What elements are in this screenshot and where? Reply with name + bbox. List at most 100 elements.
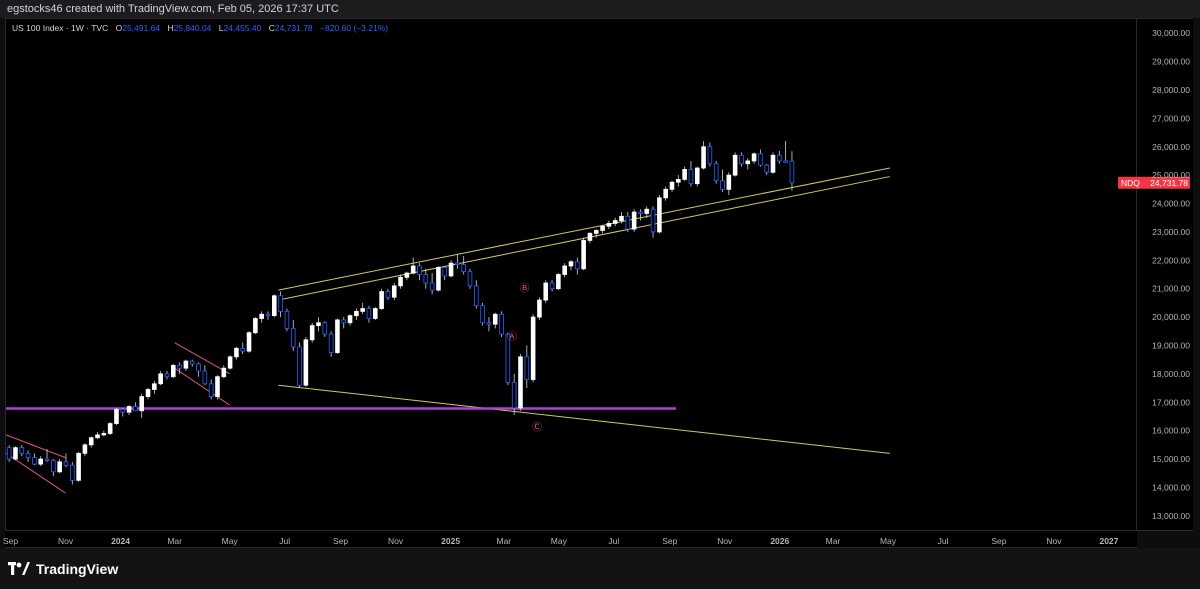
candle-body — [6, 447, 12, 460]
candle-body — [429, 282, 435, 291]
candle-body — [575, 261, 580, 270]
x-tick-label: Jul — [938, 536, 949, 546]
candle-body — [221, 367, 227, 378]
candle-body — [101, 433, 107, 436]
candle-body — [76, 452, 81, 481]
chart-pane[interactable] — [5, 18, 1137, 531]
candle-body — [669, 181, 675, 190]
legend-open-label: O — [115, 23, 123, 33]
wave-label: Ⓒ — [532, 422, 542, 434]
candle-body — [764, 164, 769, 173]
y-tick-label: 27,000.00 — [1152, 113, 1190, 123]
candle-body — [328, 333, 334, 353]
candle-body — [783, 160, 788, 163]
candle-body — [69, 464, 75, 481]
x-tick-label: 2026 — [770, 536, 789, 546]
candle-body — [44, 458, 50, 461]
candle-body — [335, 319, 340, 353]
candle-body — [606, 222, 612, 227]
legend-close-label: C — [268, 23, 275, 33]
candle-body — [227, 356, 233, 369]
candle-body — [57, 461, 62, 473]
x-tick-label: Sep — [333, 536, 348, 546]
legend-low-label: L — [218, 23, 224, 33]
trendline-flag2-upper — [174, 342, 230, 375]
candle-body — [398, 276, 403, 287]
candle-body — [366, 308, 372, 319]
candle-body — [777, 154, 782, 162]
candle-body — [208, 383, 214, 397]
price-scale[interactable] — [1137, 18, 1193, 531]
candle-body — [758, 153, 763, 166]
candle-body — [745, 160, 751, 165]
x-tick-label: Jul — [608, 536, 619, 546]
x-tick-label: 2025 — [441, 536, 460, 546]
candle-body — [177, 364, 182, 369]
y-tick-label: 23,000.00 — [1152, 227, 1190, 237]
time-scale[interactable] — [5, 531, 1137, 548]
last-price-badge — [1118, 176, 1190, 189]
x-tick-label: 2024 — [111, 536, 130, 546]
candle-body — [625, 215, 631, 230]
y-tick-label: 25,000.00 — [1152, 170, 1190, 180]
candle-body — [32, 457, 37, 465]
trendline-lower-bound — [278, 384, 890, 454]
candle-body — [284, 311, 290, 329]
candle-body — [196, 363, 201, 372]
candle-body — [303, 339, 309, 386]
x-tick-label: 2027 — [1099, 536, 1118, 546]
candle-body — [694, 167, 700, 185]
y-tick-label: 29,000.00 — [1152, 57, 1190, 67]
last-price-symbol: NDQ — [1121, 178, 1140, 188]
candle-body — [170, 364, 176, 378]
candle-body — [682, 169, 687, 180]
tradingview-logo-text: TradingView — [36, 561, 119, 577]
candle-body — [657, 197, 662, 233]
candle-body — [88, 437, 94, 446]
candle-body — [158, 373, 163, 385]
legend-low: 24,455.40 — [223, 23, 262, 33]
candle-body — [404, 272, 410, 278]
tradingview-logo[interactable]: TradingView — [8, 560, 118, 578]
last-price-value: 24,731.78 — [1150, 178, 1188, 188]
candle-body — [631, 211, 637, 230]
y-tick-label: 21,000.00 — [1152, 284, 1190, 294]
candle-body — [347, 315, 353, 324]
x-tick-label: Nov — [717, 536, 733, 546]
x-tick-label: Mar — [496, 536, 511, 546]
x-tick-label: May — [222, 536, 239, 546]
top-bar: egstocks46 created with TradingView.com,… — [0, 0, 1200, 18]
candle-body — [25, 452, 31, 459]
candle-body — [139, 396, 145, 412]
candle-body — [720, 180, 725, 190]
legend-symbol: US 100 Index · 1W · TVC — [12, 23, 109, 33]
candlestick-chart[interactable]: Ⓐ Ⓑ Ⓒ NDQ 24,731.78 13,000.00 14,000.00 15,000… — [0, 0, 1200, 548]
candle-body — [120, 408, 126, 413]
candle-body — [38, 458, 44, 465]
candle-body — [713, 163, 719, 182]
trendline-channel-lower — [278, 176, 890, 301]
candle-body — [568, 261, 574, 267]
candle-body — [152, 383, 157, 390]
candle-body — [530, 316, 536, 380]
candle-body — [455, 262, 460, 265]
candle-body — [82, 444, 88, 454]
candle-body — [511, 381, 517, 409]
candle-body — [423, 274, 429, 284]
candle-body — [95, 434, 100, 439]
candle-body — [505, 333, 511, 383]
candle-body — [650, 208, 656, 233]
y-tick-label: 14,000.00 — [1152, 482, 1190, 492]
candle-body — [107, 423, 113, 434]
y-tick-label: 30,000.00 — [1152, 28, 1190, 38]
y-tick-label: 22,000.00 — [1152, 255, 1190, 265]
candle-body — [316, 322, 321, 326]
candle-body — [739, 154, 744, 165]
candle-body — [341, 319, 347, 324]
candle-body — [644, 208, 650, 214]
candle-body — [593, 230, 599, 234]
candle-body — [202, 370, 208, 385]
y-tick-label: 20,000.00 — [1152, 312, 1190, 322]
candle-body — [272, 295, 277, 317]
candle-body — [259, 313, 264, 319]
